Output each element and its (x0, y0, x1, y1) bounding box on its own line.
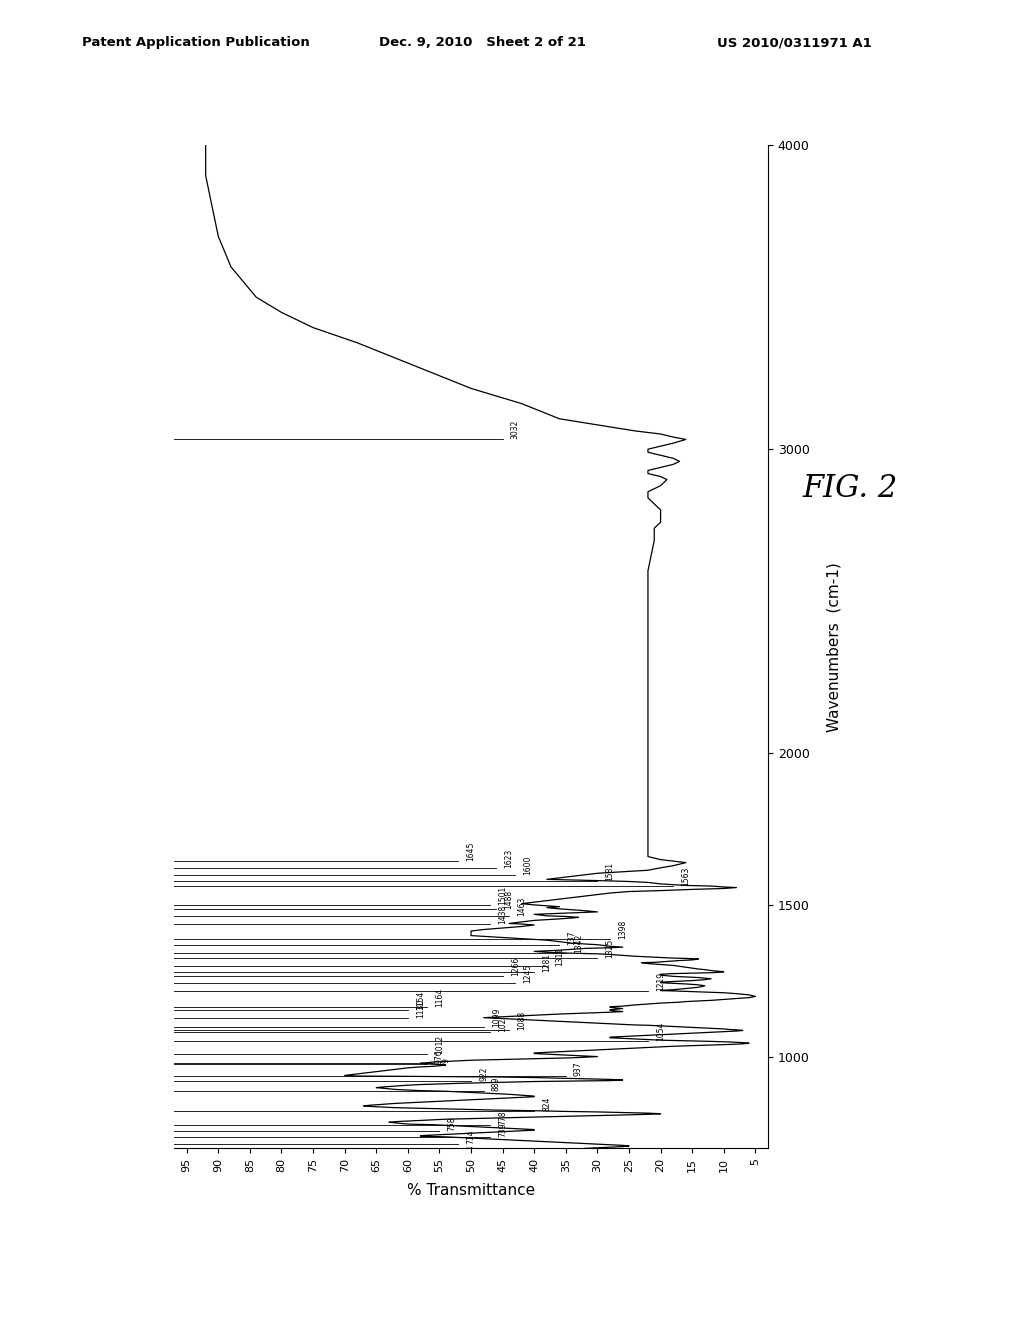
X-axis label: % Transmittance: % Transmittance (407, 1183, 536, 1199)
Text: 1438: 1438 (498, 904, 507, 924)
Text: 1219: 1219 (656, 972, 666, 990)
Text: 1563: 1563 (681, 867, 690, 886)
Text: 714: 714 (467, 1130, 475, 1144)
Y-axis label: Wavenumbers  (cm-1): Wavenumbers (cm-1) (826, 562, 842, 731)
Text: 1088: 1088 (517, 1011, 526, 1031)
Text: 102: 102 (498, 1018, 507, 1032)
Text: 137: 137 (567, 931, 577, 945)
Text: 1012: 1012 (435, 1035, 444, 1053)
Text: 1130: 1130 (416, 998, 425, 1018)
Text: FIG. 2: FIG. 2 (802, 473, 898, 504)
Text: 3032: 3032 (511, 420, 520, 440)
Text: 889: 889 (492, 1077, 501, 1090)
Text: 1501: 1501 (498, 886, 507, 906)
Text: 778: 778 (498, 1110, 507, 1125)
Text: 1054: 1054 (656, 1022, 666, 1040)
Text: 1488: 1488 (505, 890, 513, 909)
Text: 1463: 1463 (517, 898, 526, 916)
Text: 1398: 1398 (618, 920, 627, 939)
Text: US 2010/0311971 A1: US 2010/0311971 A1 (717, 36, 871, 49)
Text: Patent Application Publication: Patent Application Publication (82, 36, 309, 49)
Text: 1645: 1645 (467, 842, 475, 861)
Text: 636: 636 (403, 1154, 413, 1168)
Text: 976: 976 (435, 1049, 444, 1064)
Text: 937: 937 (573, 1061, 583, 1076)
Text: 758: 758 (447, 1117, 457, 1131)
Text: 824: 824 (543, 1097, 551, 1110)
Text: 1266: 1266 (511, 957, 520, 977)
Text: Dec. 9, 2010   Sheet 2 of 21: Dec. 9, 2010 Sheet 2 of 21 (379, 36, 586, 49)
Text: 922: 922 (479, 1067, 488, 1081)
Text: 1342: 1342 (573, 935, 583, 953)
Text: 655: 655 (429, 1147, 437, 1162)
Text: 9: 9 (441, 1059, 451, 1064)
Text: 1325: 1325 (605, 939, 614, 958)
Text: 1600: 1600 (523, 855, 532, 875)
Text: 1164: 1164 (435, 989, 444, 1007)
Text: 1281: 1281 (543, 953, 551, 972)
Text: 1311: 1311 (555, 948, 564, 966)
Text: 664: 664 (467, 1144, 475, 1159)
Text: 739: 739 (498, 1122, 507, 1137)
Text: 1581: 1581 (605, 862, 614, 880)
Text: 1099: 1099 (492, 1007, 501, 1027)
Text: 1245: 1245 (523, 964, 532, 982)
Text: 1154: 1154 (416, 991, 425, 1010)
Text: 1623: 1623 (505, 849, 513, 867)
